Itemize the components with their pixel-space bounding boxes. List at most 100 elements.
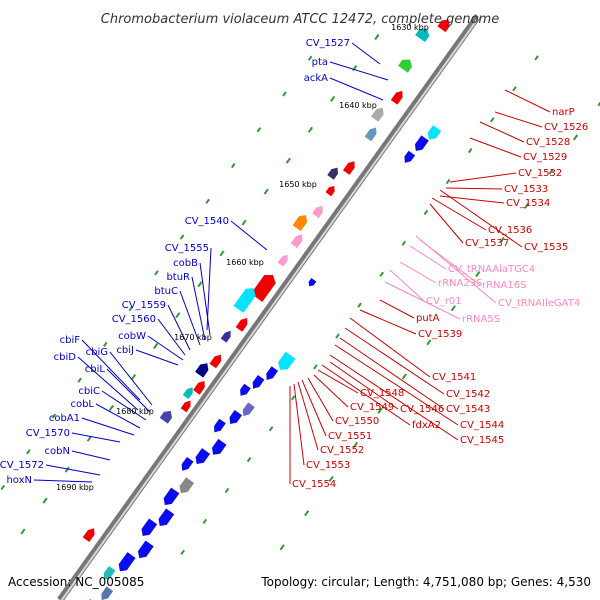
gene-arrow (195, 363, 209, 378)
gc-dot (26, 449, 31, 455)
callout-line (359, 309, 417, 335)
callout-line (389, 269, 425, 302)
gc-dot (313, 364, 318, 370)
gene-label: cobA1 (49, 413, 80, 424)
gene-label: CV_1541 (432, 372, 476, 383)
gene-label: CV_1545 (460, 435, 504, 446)
gc-dot (86, 435, 92, 442)
gene-arrow (220, 330, 231, 343)
gene-label: CV_1546 (400, 404, 444, 415)
gc-dot (490, 117, 495, 123)
gene-label: CV_1528 (526, 137, 570, 148)
gene-arrow (212, 438, 227, 455)
gc-dot (153, 343, 159, 350)
gene-arrow (163, 487, 180, 506)
gene-arrow (437, 19, 450, 33)
gc-dot (548, 168, 554, 175)
gene-arrow (404, 150, 416, 163)
gc-dot (130, 373, 137, 380)
gene-label: CV_1555 (165, 243, 209, 254)
callout-line (445, 187, 503, 190)
gene-arrow (278, 351, 296, 370)
gene-arrow (118, 552, 136, 572)
gene-arrow (327, 167, 338, 180)
gene-label: CV_1553 (306, 460, 350, 471)
callout-line (449, 172, 517, 183)
gc-dot (374, 34, 380, 41)
callout-line (329, 354, 459, 441)
callout-line (71, 450, 111, 461)
gc-dot (467, 147, 473, 154)
gene-arrow (179, 477, 195, 494)
gene-arrow (415, 135, 429, 151)
gene-arrow (158, 508, 175, 526)
gene-label: CV_1544 (460, 420, 504, 431)
gene-arrow (141, 518, 158, 536)
map-decor (0, 13, 600, 600)
scale-labels: 1630 kbp 1640 kbp 1650 kbp 1660 kbp 1670 kbp… (56, 23, 429, 492)
callout-line (81, 417, 135, 436)
callout-line (469, 137, 522, 158)
gene-arrow (325, 186, 335, 197)
gene-label: CV_1533 (504, 184, 548, 195)
scale-label: 1690 kbp (56, 483, 94, 492)
callout-line (431, 197, 487, 231)
callout-line (81, 339, 141, 401)
gene-label: cbiJ (116, 345, 134, 356)
gc-dot (202, 518, 208, 525)
gc-dot (304, 510, 310, 517)
gc-dot (51, 413, 57, 419)
gc-dot (219, 250, 225, 257)
gc-dot (180, 549, 185, 555)
callout-line (349, 317, 431, 378)
callout-line (297, 381, 319, 451)
gc-dot (423, 209, 429, 216)
scale-label: 1640 kbp (339, 101, 377, 110)
gc-dot (475, 271, 481, 278)
gc-dot (282, 91, 287, 97)
gene-arrow (235, 318, 248, 332)
gc-dot (534, 55, 539, 61)
callout-line (344, 327, 445, 395)
callout-line (301, 379, 327, 437)
gene-arrow (371, 107, 384, 122)
callout-line (230, 220, 268, 251)
gc-dot (231, 162, 236, 169)
gc-dot (357, 302, 362, 308)
gene-arrow (308, 278, 317, 287)
gc-dot (290, 395, 296, 401)
gc-dot (42, 497, 48, 504)
gene-label: cobB (173, 258, 198, 269)
gc-dot (205, 198, 210, 204)
gene-label: CV_1539 (418, 329, 462, 340)
gc-dot (154, 270, 159, 276)
gene-label: CV_1551 (328, 431, 372, 442)
gc-dot (450, 305, 456, 312)
callout-line (329, 77, 384, 101)
scale-label: 1630 kbp (391, 23, 429, 32)
callout-line (334, 344, 459, 426)
gc-dot (263, 188, 269, 195)
accession-text: Accession: NC_005085 (8, 575, 144, 589)
gene-label: pta (312, 57, 328, 68)
gene-features (82, 19, 450, 600)
callout-line (504, 89, 551, 113)
gene-arrow (290, 234, 303, 249)
gene-label: CV_1548 (360, 388, 404, 399)
gene-arrow (398, 59, 412, 73)
gc-dot (197, 281, 203, 288)
gene-label: rRNA23S (438, 278, 482, 289)
callout-line (317, 369, 359, 394)
callout-line (199, 262, 211, 336)
gene-label: CV_1572 (0, 460, 44, 471)
callout-line (101, 390, 147, 421)
gc-dot (445, 178, 451, 185)
gc-dot (256, 127, 262, 133)
gc-dot (377, 407, 383, 414)
callout-line (167, 304, 191, 351)
backbone-shadow (57, 13, 481, 600)
gene-arrow (364, 127, 377, 142)
gc-dot (379, 271, 384, 277)
gene-arrow (250, 275, 276, 302)
